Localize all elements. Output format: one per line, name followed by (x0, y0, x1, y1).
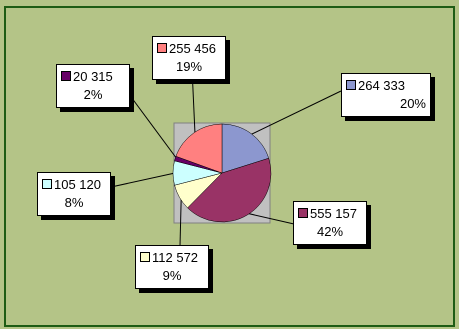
slice-3-value: 112 572 (152, 250, 199, 265)
swatch-slice-1 (346, 80, 356, 90)
slice-2-percent: 42% (316, 224, 344, 239)
leader-line-3 (179, 196, 182, 247)
leader-line-2 (246, 212, 295, 225)
data-label-slice-1: 264 333 20% (341, 73, 431, 117)
pie-slice-1 (221, 123, 270, 174)
swatch-slice-5 (61, 71, 71, 81)
swatch-slice-4 (42, 179, 52, 189)
swatch-slice-3 (140, 252, 150, 262)
slice-1-percent: 20% (399, 96, 426, 111)
swatch-slice-6 (157, 43, 167, 53)
pie-slice-6 (175, 123, 223, 174)
slice-4-percent: 8% (64, 195, 84, 210)
slice-6-percent: 19% (175, 59, 203, 74)
slice-5-percent: 2% (83, 87, 103, 102)
pie-slice-2 (187, 157, 272, 223)
leader-line-4 (101, 172, 176, 190)
swatch-slice-2 (298, 208, 308, 218)
data-label-slice-4: 105 120 8% (37, 172, 111, 216)
slice-4-value: 105 120 (54, 177, 101, 192)
slice-6-value: 255 456 (169, 41, 216, 56)
data-label-slice-6: 255 456 19% (152, 36, 226, 80)
slice-1-value: 264 333 (358, 78, 405, 93)
slice-3-percent: 9% (162, 268, 182, 283)
leader-line-1 (249, 90, 342, 136)
slice-5-value: 20 315 (73, 69, 113, 84)
data-label-slice-2: 555 157 42% (293, 201, 367, 245)
data-label-slice-3: 112 572 9% (135, 245, 209, 289)
chart-area: 264 333 20% 555 157 42% 112 572 9% 105 1… (4, 6, 455, 327)
slice-2-value: 555 157 (310, 206, 357, 221)
pie-chart-svg (4, 6, 455, 327)
pie-slices (172, 123, 272, 223)
chart-inner-border (4, 6, 455, 327)
data-label-slice-5: 20 315 2% (56, 64, 130, 108)
leader-lines (101, 67, 342, 247)
